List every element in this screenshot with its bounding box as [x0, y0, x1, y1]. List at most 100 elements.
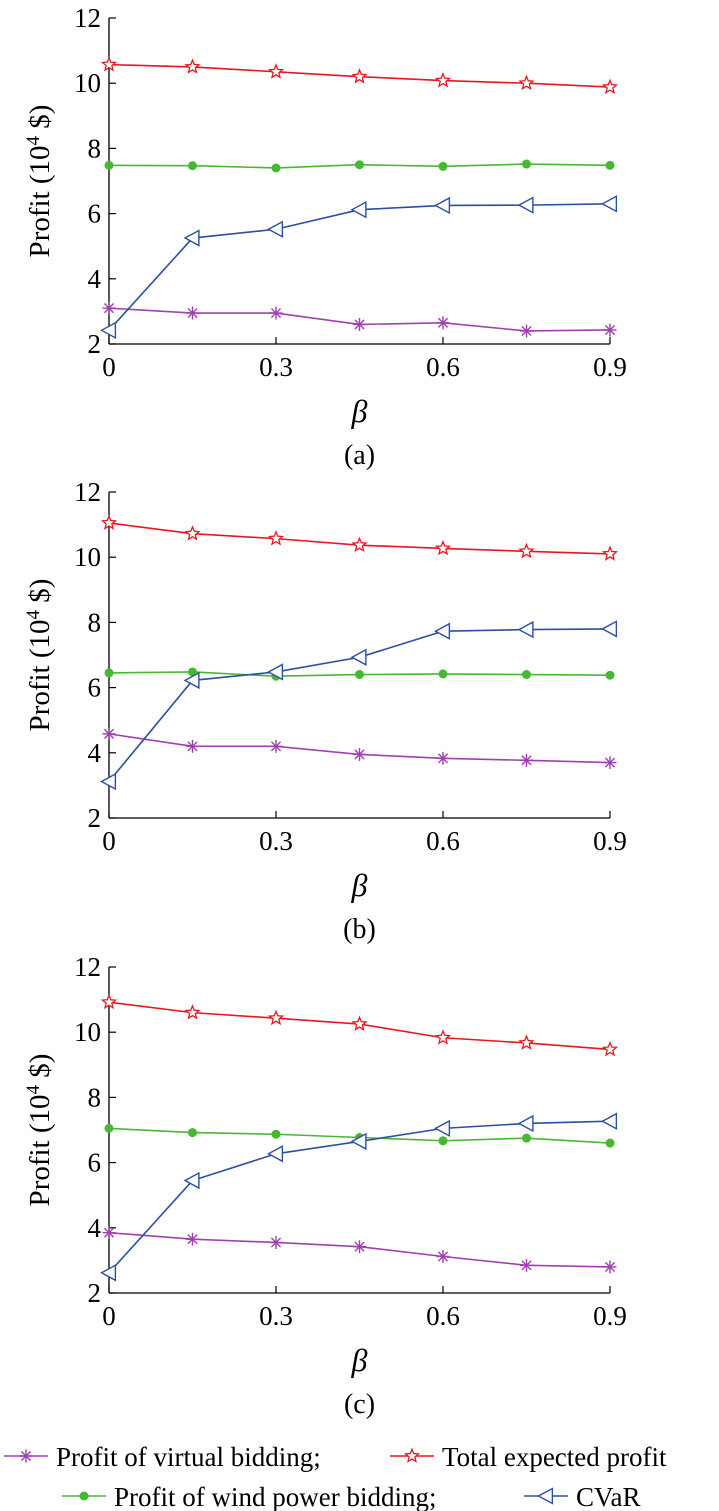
data-point-virtual [520, 324, 533, 338]
x-tick-label: 0.6 [426, 1301, 460, 1331]
data-point-virtual [186, 1232, 199, 1246]
legend-marker-cvar [537, 1487, 554, 1505]
legend-label-total: Total expected profit [442, 1442, 667, 1472]
y-tick-label: 6 [88, 1148, 102, 1178]
data-point-virtual [102, 301, 116, 315]
series-virtual [102, 1226, 617, 1274]
legend-entry-total: Total expected profit [390, 1442, 667, 1472]
data-point-total [601, 78, 619, 95]
x-tick-label: 0.9 [593, 826, 627, 856]
legend-entry-cvar: CVaR [524, 1482, 641, 1511]
legend-label-cvar: CVaR [576, 1482, 641, 1511]
data-point-virtual [603, 323, 617, 337]
data-point-virtual [603, 1260, 617, 1274]
data-point-wind [438, 669, 448, 679]
data-point-wind [522, 159, 531, 169]
chart-panel-c: 2 4 6 8 10 12 0 0.3 0.6 0.9 Profit (104 $) β (c) [23, 952, 627, 1420]
data-point-total [267, 63, 285, 79]
y-axis-label: Profit (104 $) [23, 1054, 57, 1207]
y-tick-label: 4 [88, 1213, 102, 1243]
data-point-wind [355, 670, 364, 680]
series-wind [104, 1123, 615, 1148]
data-point-virtual [102, 727, 116, 741]
legend: Profit of virtual bidding; Total expecte… [4, 1442, 667, 1511]
x-tick-label: 0.6 [426, 352, 460, 382]
chart-panel-a: 2 4 6 8 10 12 0 0.3 0.6 0.9 Profit (104 $) β (a) [23, 3, 627, 471]
legend-label-virtual: Profit of virtual bidding; [56, 1442, 321, 1472]
x-tick-label: 0.3 [259, 1301, 293, 1331]
data-point-wind [438, 161, 448, 171]
x-tick-label: 0.3 [259, 352, 293, 382]
data-point-total [518, 542, 535, 559]
data-point-total [518, 74, 535, 91]
panel-caption: (b) [343, 914, 376, 945]
series-wind [104, 159, 615, 173]
data-point-wind [605, 1138, 615, 1148]
data-point-cvar [350, 1132, 367, 1151]
x-axis-label: β [351, 1342, 368, 1378]
data-point-wind [522, 1133, 531, 1143]
data-point-wind [605, 160, 615, 170]
series-cvar [100, 195, 618, 339]
series-total [100, 56, 619, 95]
data-point-total [100, 56, 118, 72]
data-point-total [184, 1004, 201, 1020]
x-tick-label: 0 [102, 826, 116, 856]
y-tick-label: 12 [74, 477, 101, 507]
data-point-cvar [100, 772, 117, 791]
data-point-total [100, 514, 118, 530]
data-point-wind [104, 1123, 114, 1133]
legend-marker-wind [79, 1491, 89, 1501]
series-virtual [102, 727, 617, 770]
x-tick-label: 0.6 [426, 826, 460, 856]
data-point-virtual [603, 756, 617, 770]
data-point-wind [188, 1128, 197, 1138]
data-point-total [351, 536, 368, 553]
data-point-virtual [436, 751, 450, 765]
data-point-cvar [517, 1114, 534, 1133]
y-axis-label: Profit (104 $) [23, 105, 57, 258]
series-virtual [102, 301, 617, 338]
data-point-wind [271, 163, 281, 173]
data-point-virtual [520, 753, 533, 767]
legend-label-wind: Profit of wind power bidding; [114, 1482, 436, 1511]
y-tick-label: 4 [88, 264, 102, 294]
data-point-wind [438, 1136, 448, 1146]
data-point-total [601, 545, 619, 561]
data-point-wind [104, 668, 114, 678]
data-point-virtual [520, 1258, 533, 1272]
series-line-cvar [108, 203, 611, 331]
data-point-virtual [186, 306, 199, 320]
data-point-virtual [186, 739, 199, 753]
data-point-cvar [350, 201, 367, 219]
x-tick-label: 0.9 [593, 1301, 627, 1331]
series-total [100, 993, 619, 1057]
data-point-virtual [353, 1240, 366, 1254]
data-point-total [184, 58, 201, 74]
data-point-virtual [102, 1226, 116, 1240]
data-point-cvar [601, 620, 618, 638]
y-tick-label: 6 [88, 673, 102, 703]
data-point-cvar [434, 622, 451, 640]
data-point-wind [522, 670, 531, 680]
data-point-virtual [269, 306, 283, 320]
data-point-total [434, 1029, 452, 1045]
y-tick-label: 4 [88, 738, 102, 768]
data-point-wind [104, 160, 114, 170]
x-tick-label: 0.3 [259, 826, 293, 856]
data-point-virtual [269, 1235, 283, 1249]
y-tick-label: 10 [74, 1017, 101, 1047]
data-point-wind [271, 1129, 281, 1139]
legend-marker-total [403, 1447, 421, 1463]
legend-entry-virtual: Profit of virtual bidding; [4, 1442, 321, 1472]
panel-caption: (a) [344, 440, 375, 471]
data-point-total [351, 68, 368, 84]
data-point-cvar [183, 671, 200, 690]
x-tick-label: 0 [102, 352, 116, 382]
chart-panel-b: 2 4 6 8 10 12 0 0.3 0.6 0.9 Profit (104 $) β (b) [23, 477, 627, 945]
x-tick-label: 0 [102, 1301, 116, 1331]
y-tick-label: 12 [74, 952, 101, 982]
y-tick-label: 8 [88, 1082, 102, 1112]
legend-entry-wind: Profit of wind power bidding; [62, 1482, 436, 1511]
